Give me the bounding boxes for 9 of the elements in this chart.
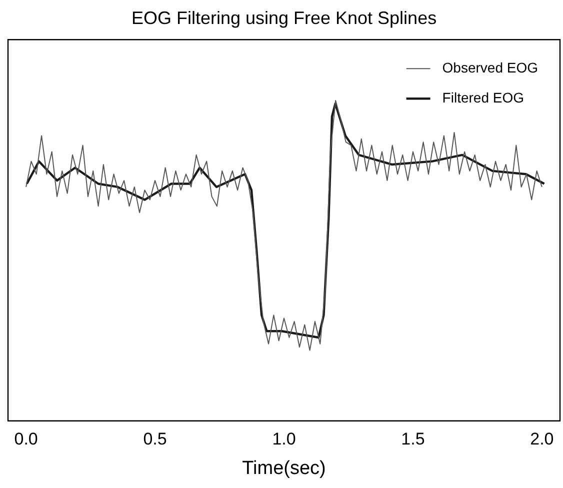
x-tick-label: 1.5 xyxy=(401,430,425,449)
legend-label: Observed EOG xyxy=(442,59,538,76)
x-tick-label: 1.0 xyxy=(272,430,296,449)
x-tick-label: 0.0 xyxy=(14,430,38,449)
x-tick-label: 2.0 xyxy=(530,430,554,449)
legend-label: Filtered EOG xyxy=(442,89,524,106)
x-axis-title: Time(sec) xyxy=(242,458,326,479)
chart-title: EOG Filtering using Free Knot Splines xyxy=(131,8,437,28)
x-tick-label: 0.5 xyxy=(143,430,167,449)
